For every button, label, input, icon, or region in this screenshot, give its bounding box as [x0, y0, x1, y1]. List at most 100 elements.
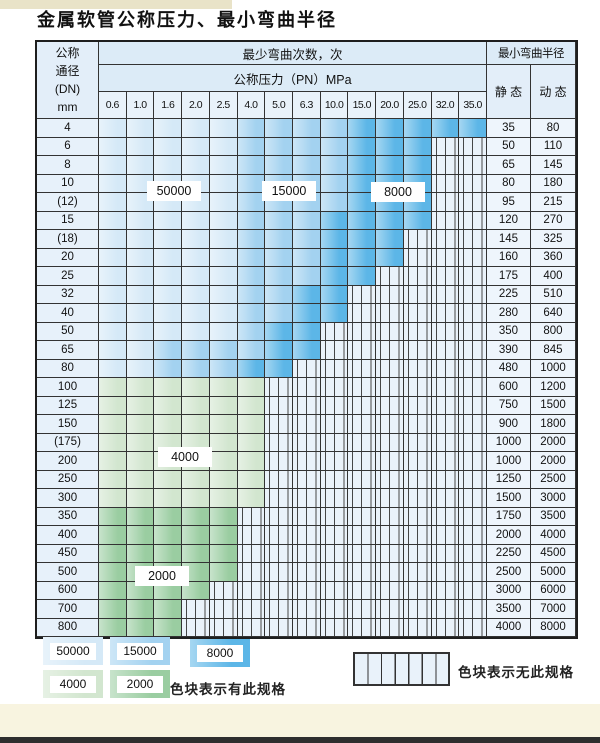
dynamic-cell: 3500 — [530, 507, 576, 526]
legend-no-spec-text: 色块表示无此规格 — [458, 665, 574, 680]
no-spec-cell — [292, 563, 321, 582]
no-spec-cell — [376, 526, 404, 545]
zone-cell — [209, 322, 238, 341]
no-spec-cell — [320, 322, 349, 341]
zone-cell — [126, 211, 155, 230]
dn-cell: 8 — [37, 156, 99, 175]
no-spec-cell — [348, 322, 377, 341]
dn-cell: 300 — [37, 489, 99, 508]
dynamic-cell: 180 — [530, 174, 576, 193]
dynamic-cell: 325 — [530, 230, 576, 249]
dynamic-cell: 7000 — [530, 600, 576, 619]
zone-cell — [320, 211, 349, 230]
no-spec-cell — [292, 526, 321, 545]
no-spec-cell — [209, 581, 238, 600]
zone-cell — [99, 600, 127, 619]
no-spec-cell — [459, 415, 487, 434]
zone-cell — [99, 433, 127, 452]
no-spec-cell — [431, 563, 460, 582]
zone-cell — [292, 137, 321, 156]
dn-cell: 800 — [37, 618, 99, 637]
zone-cell — [209, 452, 238, 471]
no-spec-cell — [376, 304, 404, 323]
no-spec-cell — [403, 415, 432, 434]
dn-header-line: mm — [57, 100, 78, 114]
zone-cell — [459, 119, 487, 138]
legend-has-spec-text: 色块表示有此规格 — [170, 682, 286, 697]
zone-cell — [99, 341, 127, 360]
zone-cell — [320, 137, 349, 156]
zone-cell — [348, 119, 377, 138]
zone-cell — [265, 267, 293, 286]
zone-cell — [154, 230, 183, 249]
zone-cell — [265, 304, 293, 323]
zone-cell — [320, 267, 349, 286]
no-spec-cell — [431, 359, 460, 378]
no-spec-cell — [265, 470, 293, 489]
zone-cell — [182, 156, 210, 175]
no-spec-cell — [376, 359, 404, 378]
no-spec-cell — [348, 433, 377, 452]
zone-cell — [292, 285, 321, 304]
no-spec-cell — [459, 230, 487, 249]
no-spec-cell — [209, 600, 238, 619]
zone-cell — [209, 526, 238, 545]
no-spec-cell — [265, 378, 293, 397]
no-spec-cell — [459, 489, 487, 508]
static-cell: 2000 — [486, 526, 531, 545]
no-spec-cell — [459, 618, 487, 637]
dn-cell: 600 — [37, 581, 99, 600]
zone-cell — [348, 230, 377, 249]
no-spec-cell — [376, 618, 404, 637]
no-spec-cell — [431, 452, 460, 471]
no-spec-cell — [403, 489, 432, 508]
zone-cell — [99, 618, 127, 637]
zone-cell — [126, 544, 155, 563]
pressure-tick: 6.3 — [292, 92, 321, 119]
scan-edge-strip-top — [0, 0, 232, 9]
zone-cell — [237, 230, 266, 249]
dynamic-cell: 1800 — [530, 415, 576, 434]
zone-cell — [126, 396, 155, 415]
dn-cell: 450 — [37, 544, 99, 563]
scan-edge-strip-bottom — [0, 704, 600, 737]
no-spec-cell — [431, 137, 460, 156]
no-spec-cell — [459, 211, 487, 230]
no-spec-cell — [292, 378, 321, 397]
pressure-tick: 0.6 — [99, 92, 127, 119]
no-spec-cell — [320, 396, 349, 415]
no-spec-cell — [459, 470, 487, 489]
zone-cell — [209, 285, 238, 304]
zone-cell — [154, 618, 183, 637]
zone-cell — [126, 526, 155, 545]
zone-cell — [126, 137, 155, 156]
zone-cell — [126, 600, 155, 619]
zone-cell — [126, 618, 155, 637]
no-spec-cell — [348, 470, 377, 489]
static-cell: 1000 — [486, 433, 531, 452]
static-cell: 2250 — [486, 544, 531, 563]
zone-cell — [292, 230, 321, 249]
no-spec-cell — [403, 248, 432, 267]
zone-cell — [292, 304, 321, 323]
dn-cell: 15 — [37, 211, 99, 230]
no-spec-cell — [265, 600, 293, 619]
zone-cell — [99, 452, 127, 471]
zone-cell — [320, 304, 349, 323]
zone-cell — [126, 322, 155, 341]
legend-swatch: 4000 — [43, 670, 103, 698]
zone-cell — [209, 156, 238, 175]
zone-cell — [209, 193, 238, 212]
zone-cell — [265, 322, 293, 341]
no-spec-cell — [237, 618, 266, 637]
no-spec-cell — [376, 341, 404, 360]
zone-cell — [348, 156, 377, 175]
scan-bottom-bar — [0, 737, 600, 743]
no-spec-cell — [459, 193, 487, 212]
no-spec-cell — [320, 600, 349, 619]
zone-cell — [154, 119, 183, 138]
zone-label-chip: 50000 — [147, 181, 201, 201]
zone-cell — [209, 544, 238, 563]
static-cell: 280 — [486, 304, 531, 323]
zone-cell — [209, 470, 238, 489]
